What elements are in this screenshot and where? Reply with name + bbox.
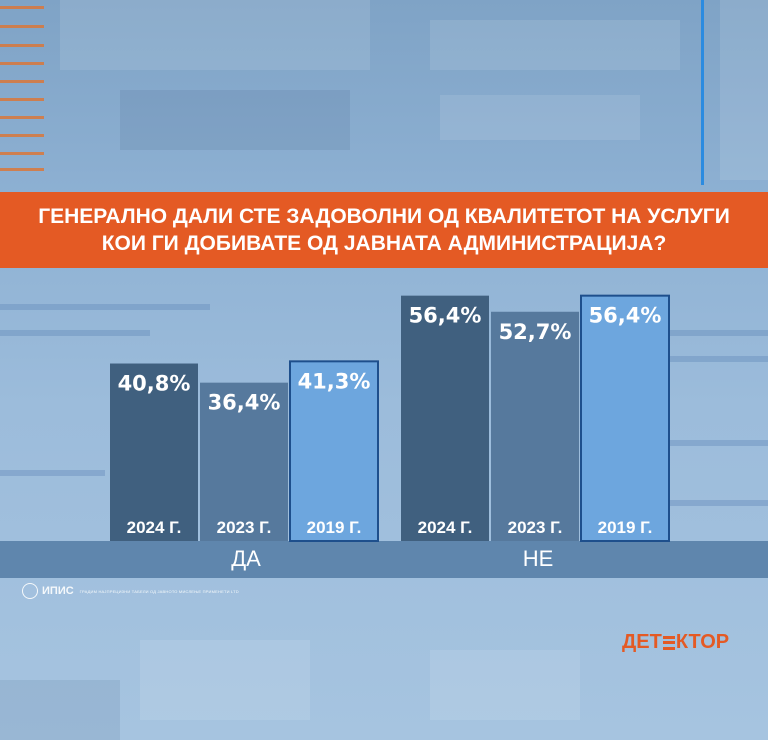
bg-panel bbox=[430, 20, 680, 70]
value-label: 56,4% bbox=[409, 304, 482, 328]
bg-panel bbox=[0, 680, 120, 740]
bar-da-2019 bbox=[289, 360, 379, 542]
bg-panel bbox=[440, 95, 640, 140]
series-label: 2024 Г. bbox=[418, 518, 473, 537]
detektor-logo-start: ДЕТ bbox=[622, 631, 662, 653]
series-label: 2024 Г. bbox=[127, 518, 182, 537]
category-label-da: ДА bbox=[231, 546, 261, 571]
ipis-logo-tagline: ГРАДИМ НАЈПРЕЦИЗНИ ТАБЕЛИ ОД ЈАВНОТО МИС… bbox=[79, 588, 239, 594]
decorative-stripe bbox=[670, 500, 768, 506]
ipis-logo-icon bbox=[22, 583, 38, 599]
ipis-logo-name: ИПИС bbox=[42, 585, 74, 597]
decorative-stripe bbox=[0, 304, 210, 310]
bg-panel bbox=[140, 640, 310, 720]
value-label: 36,4% bbox=[208, 391, 281, 415]
bar-da-2023 bbox=[200, 382, 288, 541]
bar-ne-2024 bbox=[401, 295, 489, 541]
detektor-logo: ДЕТ КТОР bbox=[622, 631, 729, 654]
ipis-logo: ИПИС ГРАДИМ НАЈПРЕЦИЗНИ ТАБЕЛИ ОД ЈАВНОТ… bbox=[22, 583, 239, 599]
value-label: 52,7% bbox=[499, 320, 572, 344]
decorative-stripe bbox=[0, 330, 150, 336]
decorative-stripe bbox=[670, 356, 768, 362]
bar-da-2024 bbox=[110, 363, 198, 541]
detektor-logo-end: КТОР bbox=[675, 631, 730, 653]
decorative-stripe bbox=[670, 440, 768, 446]
bg-panel bbox=[60, 0, 370, 70]
category-band bbox=[0, 541, 768, 578]
bar-ne-2019 bbox=[580, 294, 670, 542]
decorative-stripe bbox=[670, 330, 768, 336]
detektor-logo-mark bbox=[662, 635, 675, 650]
bg-panel bbox=[120, 90, 350, 150]
value-label: 40,8% bbox=[118, 372, 191, 396]
question-banner: ГЕНЕРАЛНО ДАЛИ СТЕ ЗАДОВОЛНИ ОД КВАЛИТЕТ… bbox=[0, 192, 768, 268]
bar-ne-2023 bbox=[491, 311, 579, 541]
bg-panel bbox=[720, 0, 768, 180]
decorative-ticks bbox=[0, 0, 44, 180]
bg-panel bbox=[430, 650, 580, 720]
question-title: ГЕНЕРАЛНО ДАЛИ СТЕ ЗАДОВОЛНИ ОД КВАЛИТЕТ… bbox=[38, 205, 730, 255]
decorative-stripe bbox=[0, 470, 105, 476]
category-label-ne: НЕ bbox=[522, 546, 554, 571]
series-label: 2023 Г. bbox=[217, 518, 272, 537]
decorative-line bbox=[701, 0, 704, 185]
value-label: 56,4% bbox=[589, 304, 662, 328]
series-label: 2019 Г. bbox=[307, 518, 362, 537]
value-label: 41,3% bbox=[298, 369, 371, 393]
series-label: 2023 Г. bbox=[508, 518, 563, 537]
series-label: 2019 Г. bbox=[598, 518, 653, 537]
